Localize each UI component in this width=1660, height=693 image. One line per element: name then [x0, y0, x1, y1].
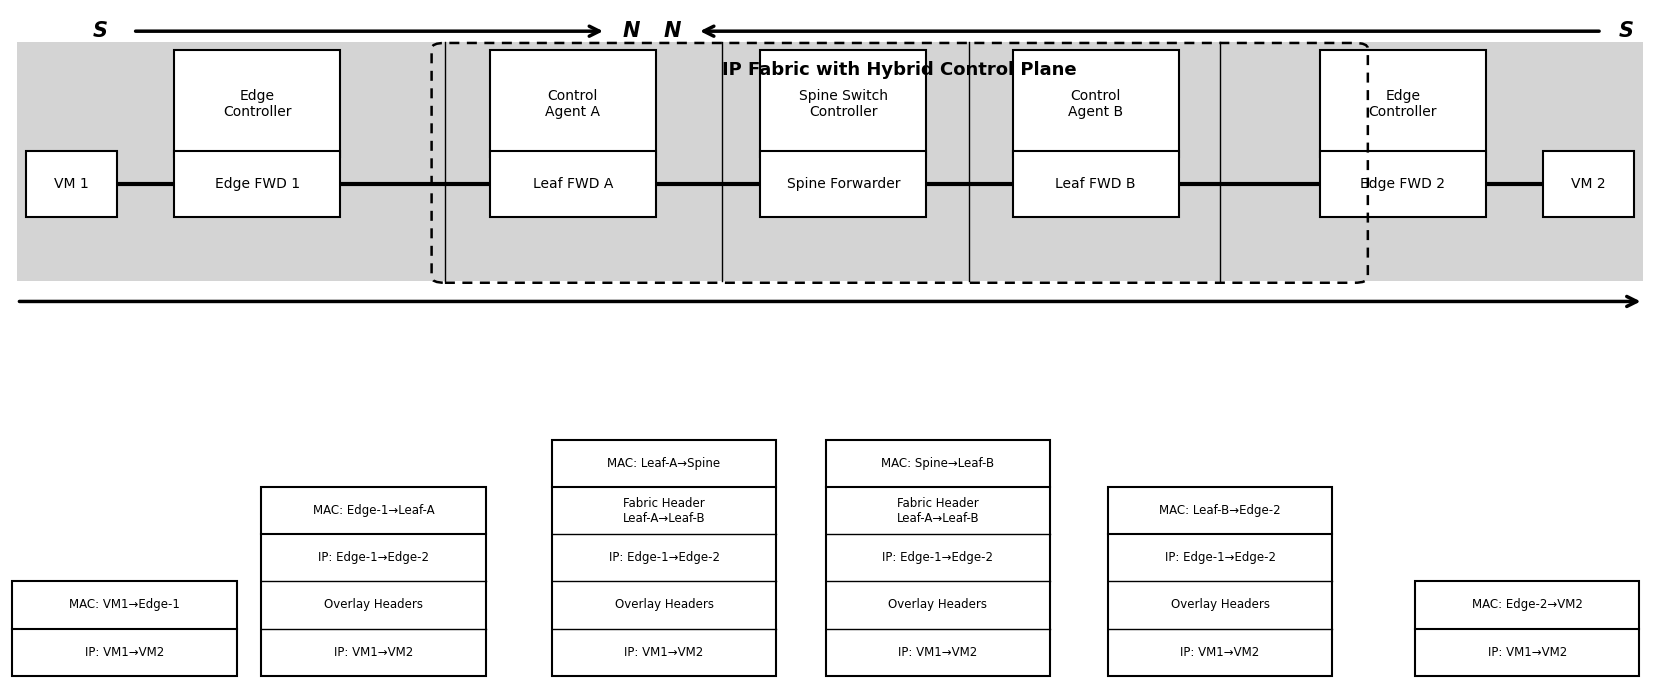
FancyBboxPatch shape	[1320, 50, 1486, 157]
Text: S: S	[93, 21, 108, 41]
Text: Control
Agent A: Control Agent A	[544, 89, 601, 119]
Text: VM 1: VM 1	[55, 177, 88, 191]
FancyBboxPatch shape	[174, 50, 340, 157]
FancyBboxPatch shape	[760, 152, 926, 218]
Text: VM 2: VM 2	[1572, 177, 1605, 191]
FancyBboxPatch shape	[262, 487, 485, 676]
FancyBboxPatch shape	[1320, 152, 1486, 218]
Text: Overlay Headers: Overlay Headers	[888, 599, 988, 611]
FancyBboxPatch shape	[825, 440, 1049, 676]
FancyBboxPatch shape	[1109, 487, 1331, 676]
Text: Leaf FWD B: Leaf FWD B	[1056, 177, 1135, 191]
Text: Overlay Headers: Overlay Headers	[1170, 599, 1270, 611]
Text: S: S	[1618, 21, 1633, 41]
Text: IP: VM1→VM2: IP: VM1→VM2	[1487, 646, 1567, 658]
Text: MAC: Edge-1→Leaf-A: MAC: Edge-1→Leaf-A	[312, 505, 435, 517]
FancyBboxPatch shape	[17, 42, 1643, 281]
FancyBboxPatch shape	[174, 152, 340, 218]
FancyBboxPatch shape	[25, 152, 116, 218]
Text: IP: Edge-1→Edge-2: IP: Edge-1→Edge-2	[883, 552, 993, 564]
Text: IP: VM1→VM2: IP: VM1→VM2	[624, 646, 704, 658]
Text: IP: VM1→VM2: IP: VM1→VM2	[1180, 646, 1260, 658]
Text: MAC: Spine→Leaf-B: MAC: Spine→Leaf-B	[881, 457, 994, 470]
Text: MAC: Leaf-A→Spine: MAC: Leaf-A→Spine	[608, 457, 720, 470]
Text: Control
Agent B: Control Agent B	[1067, 89, 1124, 119]
Text: Spine Switch
Controller: Spine Switch Controller	[798, 89, 888, 119]
Text: MAC: Leaf-B→Edge-2: MAC: Leaf-B→Edge-2	[1159, 505, 1282, 517]
FancyBboxPatch shape	[1013, 50, 1179, 157]
FancyBboxPatch shape	[1544, 152, 1633, 218]
Text: Edge
Controller: Edge Controller	[1368, 89, 1438, 119]
Text: Spine Forwarder: Spine Forwarder	[787, 177, 900, 191]
Text: Edge
Controller: Edge Controller	[222, 89, 292, 119]
FancyBboxPatch shape	[12, 581, 237, 676]
Text: IP: VM1→VM2: IP: VM1→VM2	[85, 646, 164, 658]
Text: IP: Edge-1→Edge-2: IP: Edge-1→Edge-2	[319, 552, 428, 564]
Text: Fabric Header
Leaf-A→Leaf-B: Fabric Header Leaf-A→Leaf-B	[896, 497, 979, 525]
Text: Leaf FWD A: Leaf FWD A	[533, 177, 613, 191]
Text: MAC: Edge-2→VM2: MAC: Edge-2→VM2	[1472, 599, 1582, 611]
Text: IP: Edge-1→Edge-2: IP: Edge-1→Edge-2	[609, 552, 719, 564]
FancyBboxPatch shape	[1416, 581, 1640, 676]
Text: IP: VM1→VM2: IP: VM1→VM2	[334, 646, 413, 658]
Text: MAC: VM1→Edge-1: MAC: VM1→Edge-1	[70, 599, 179, 611]
Text: Fabric Header
Leaf-A→Leaf-B: Fabric Header Leaf-A→Leaf-B	[622, 497, 706, 525]
Text: IP Fabric with Hybrid Control Plane: IP Fabric with Hybrid Control Plane	[722, 61, 1077, 79]
Text: Overlay Headers: Overlay Headers	[324, 599, 423, 611]
Text: IP: Edge-1→Edge-2: IP: Edge-1→Edge-2	[1165, 552, 1275, 564]
FancyBboxPatch shape	[490, 152, 656, 218]
Text: Edge FWD 1: Edge FWD 1	[214, 177, 300, 191]
Text: IP: VM1→VM2: IP: VM1→VM2	[898, 646, 978, 658]
Text: N: N	[622, 21, 641, 41]
FancyBboxPatch shape	[553, 440, 777, 676]
Text: Overlay Headers: Overlay Headers	[614, 599, 714, 611]
FancyBboxPatch shape	[1013, 152, 1179, 218]
FancyBboxPatch shape	[490, 50, 656, 157]
FancyBboxPatch shape	[760, 50, 926, 157]
Text: N: N	[662, 21, 681, 41]
Text: Edge FWD 2: Edge FWD 2	[1360, 177, 1446, 191]
